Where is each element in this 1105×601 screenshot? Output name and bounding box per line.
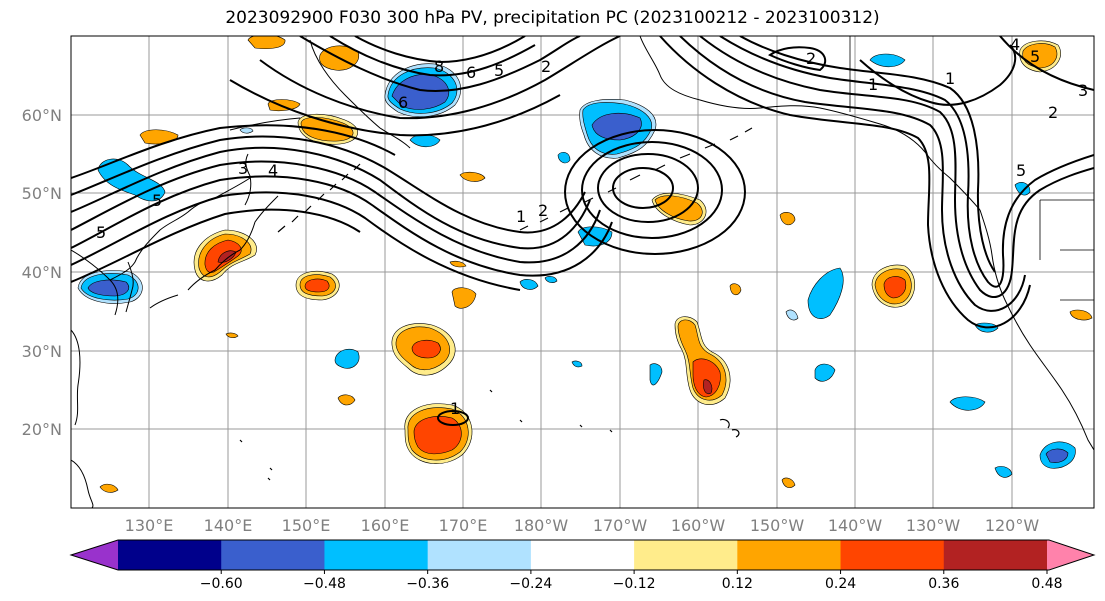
contour-label: 1 <box>450 399 460 418</box>
contour-label: 5 <box>1030 47 1040 66</box>
lon-label: 120°W <box>985 516 1040 535</box>
lon-label: 170°E <box>439 516 488 535</box>
contour-label: 1 <box>516 207 526 226</box>
contour-label: 1 <box>868 75 878 94</box>
contour-label: 8 <box>434 57 444 76</box>
contour-label: 6 <box>466 63 476 82</box>
lon-label: 160°E <box>361 516 410 535</box>
map-title: 2023092900 F030 300 hPa PV, precipitatio… <box>225 8 880 28</box>
longitude-labels: 130°E 140°E 150°E 160°E 170°E 180°W 170°… <box>125 516 1040 535</box>
contour-label: 6 <box>398 93 408 112</box>
lat-label: 60°N <box>22 106 62 125</box>
lon-label: 140°W <box>828 516 883 535</box>
pv-contour-labels: 5 8 6 5 2 4 3 6 5 1 2 1 1 2 5 3 4 5 2 1 <box>96 35 1088 418</box>
lat-label: 30°N <box>22 342 62 361</box>
lon-label: 130°W <box>906 516 961 535</box>
contour-label: 2 <box>806 49 816 68</box>
lon-label: 150°E <box>282 516 331 535</box>
map-frame <box>70 35 1095 509</box>
precip-positive-blobs <box>99 36 1093 493</box>
lat-label: 50°N <box>22 184 62 203</box>
contour-label: 5 <box>1016 161 1026 180</box>
contour-label: 2 <box>1048 103 1058 122</box>
contour-label: 3 <box>1078 81 1088 100</box>
lon-label: 180°W <box>514 516 569 535</box>
lat-label: 20°N <box>22 420 62 439</box>
contour-label: 2 <box>538 201 548 220</box>
lon-label: 140°E <box>204 516 253 535</box>
contour-label: 4 <box>268 161 278 180</box>
contour-label: 5 <box>152 191 162 210</box>
contour-label: 1 <box>945 69 955 88</box>
contour-label: 2 <box>541 57 551 76</box>
coastlines <box>71 36 1094 508</box>
contour-label: 4 <box>1010 35 1020 54</box>
lon-label: 130°E <box>125 516 174 535</box>
lat-label: 40°N <box>22 263 62 282</box>
contour-label: 5 <box>494 61 504 80</box>
latitude-labels: 60°N 50°N 40°N 30°N 20°N <box>22 106 62 439</box>
contour-label: 3 <box>238 159 248 178</box>
pv-contours <box>71 36 1094 426</box>
contour-label: 5 <box>96 223 106 242</box>
lon-label: 150°W <box>750 516 805 535</box>
lon-label: 160°W <box>671 516 726 535</box>
lon-label: 170°W <box>593 516 648 535</box>
